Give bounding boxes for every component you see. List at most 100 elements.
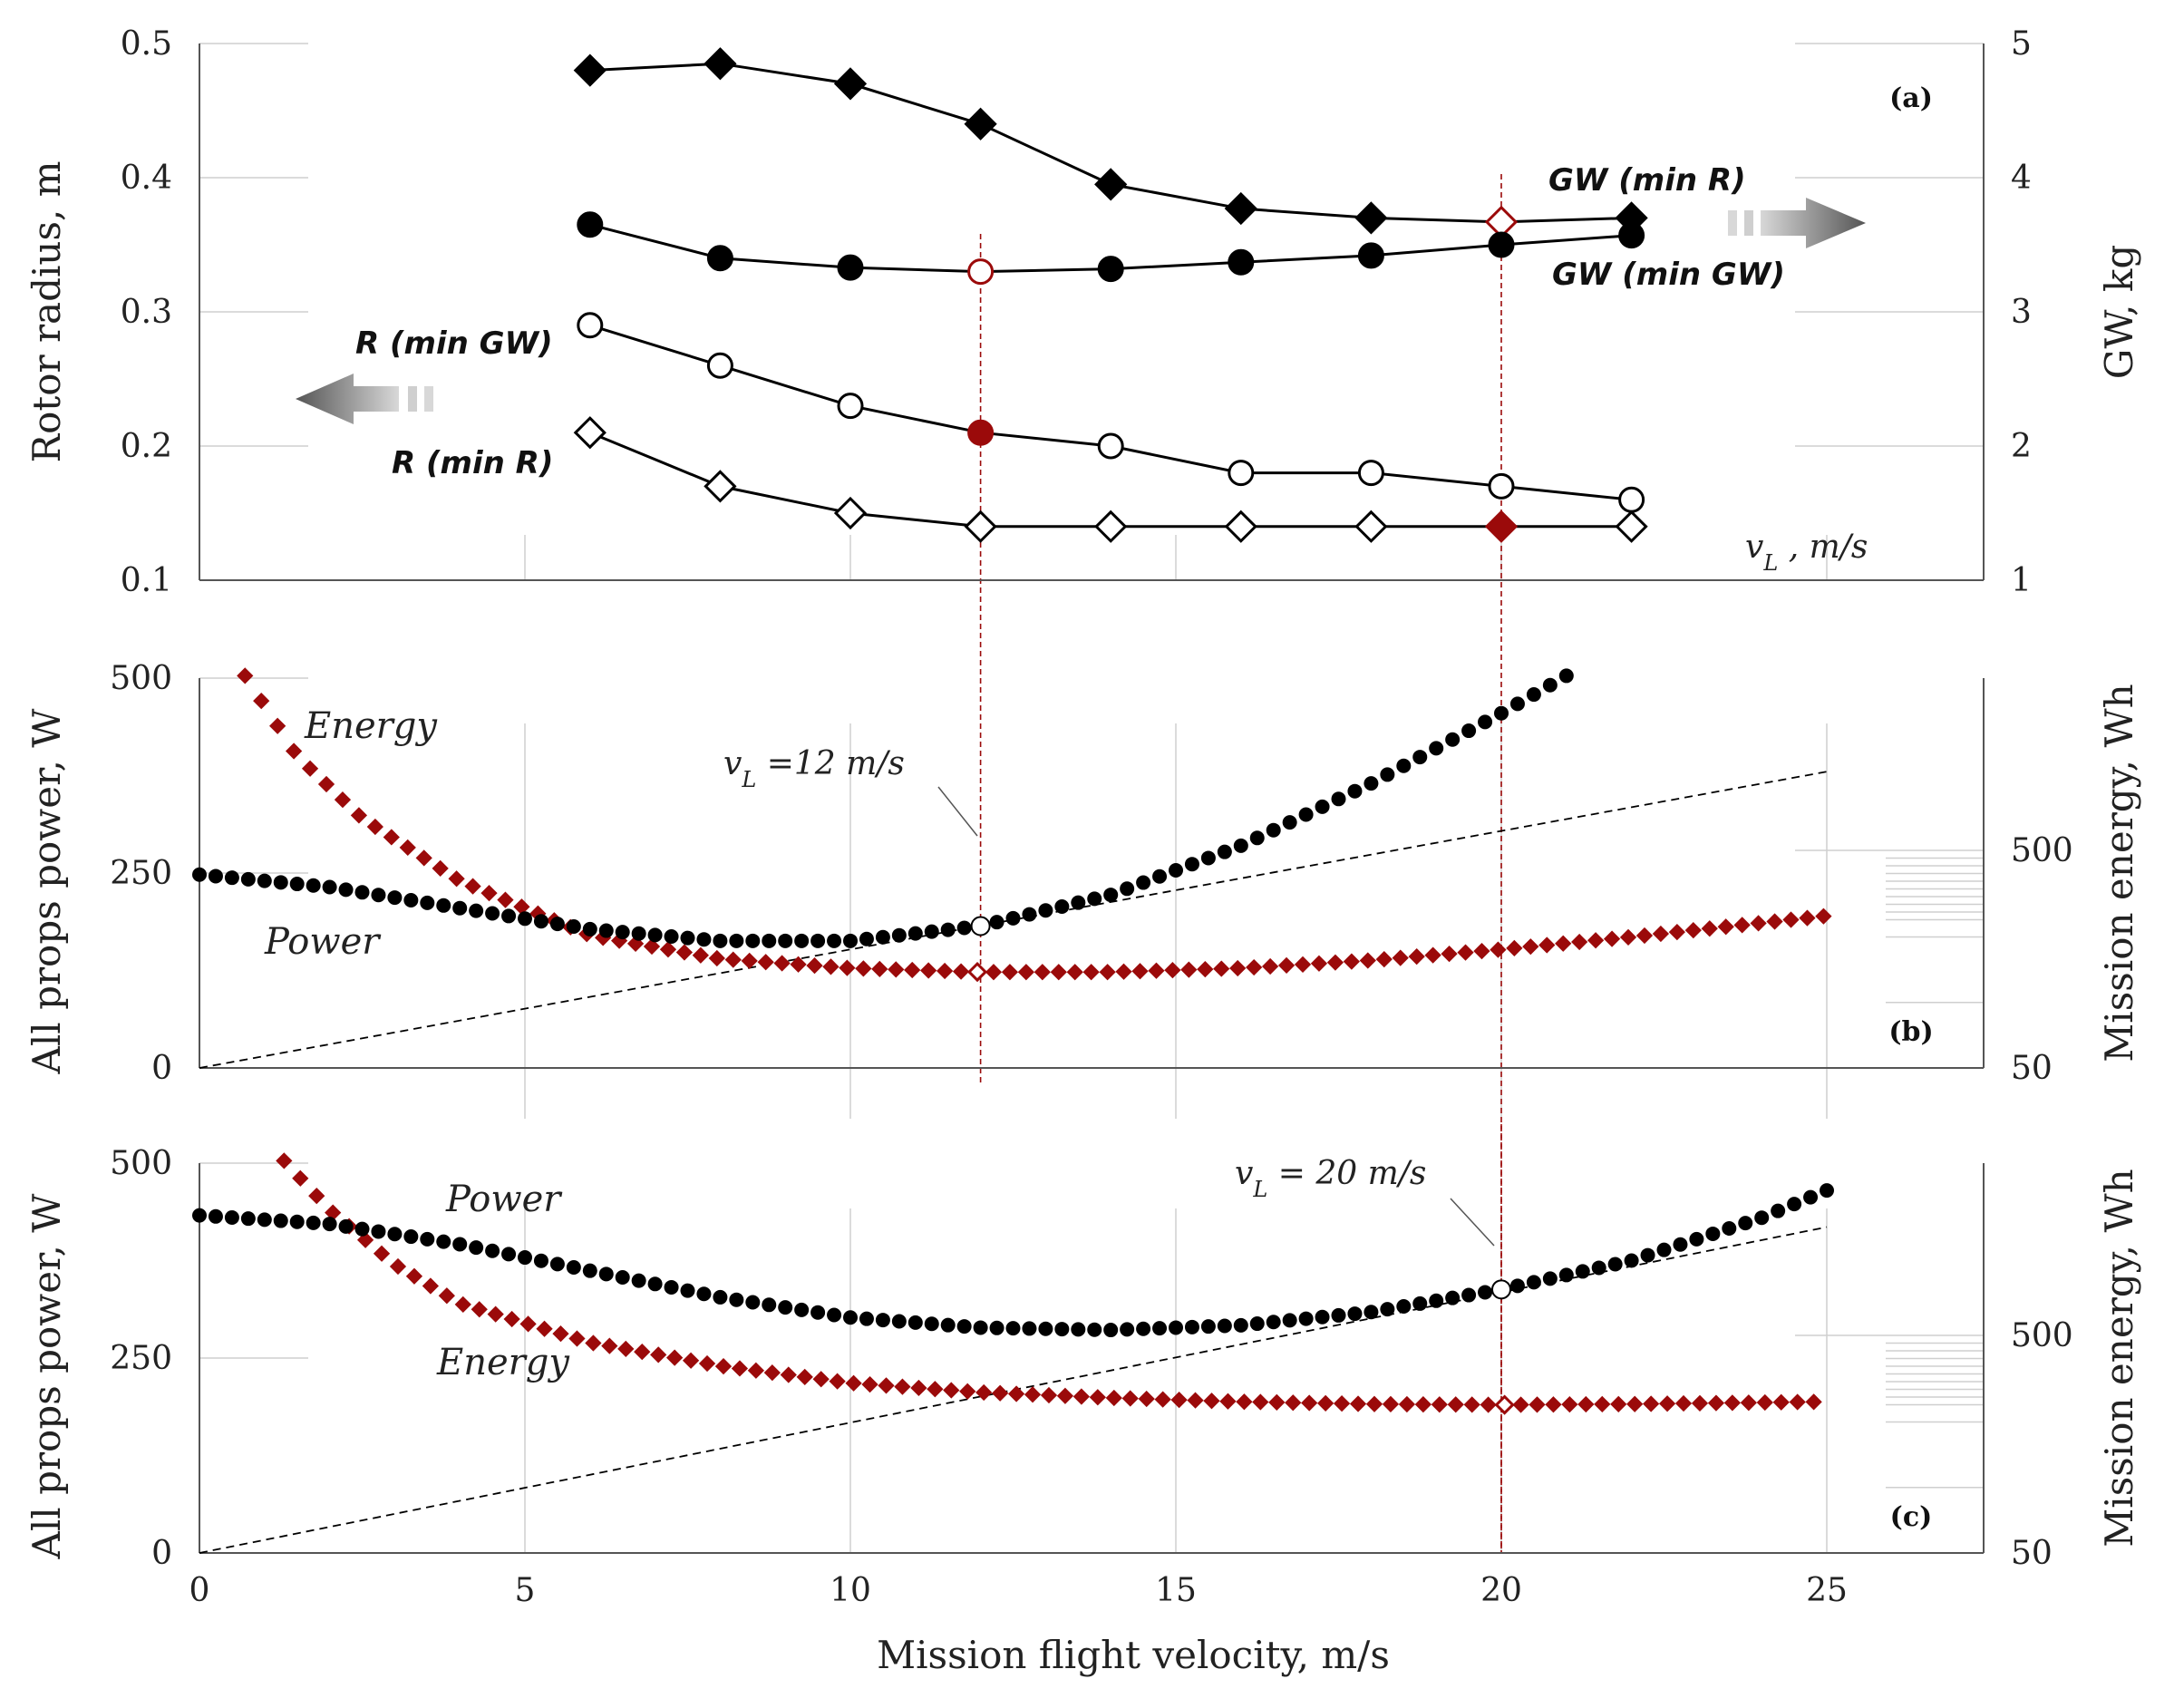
diamond-point <box>964 509 997 543</box>
power-point <box>518 1250 532 1266</box>
energy-point <box>464 878 481 895</box>
power-point <box>745 1295 761 1310</box>
energy-point <box>356 1231 374 1248</box>
power-point <box>696 1286 712 1302</box>
power-point <box>1429 1293 1444 1308</box>
energy-point <box>1072 1388 1091 1405</box>
energy-point <box>1082 964 1100 981</box>
power-point <box>208 869 223 884</box>
energy-point <box>480 885 498 902</box>
power-point <box>989 1320 1005 1335</box>
power-point <box>907 926 923 941</box>
energy-point <box>1789 1393 1806 1411</box>
panel-label: (a) <box>1889 82 1933 114</box>
energy-point <box>1285 1394 1302 1412</box>
power-point <box>956 1319 972 1334</box>
circle-point <box>1097 256 1124 283</box>
series-label-gw-min-r: GW (min R) <box>1548 162 1746 199</box>
diamond-point <box>1354 201 1388 235</box>
power-point <box>940 1317 956 1333</box>
power-point <box>1184 1319 1199 1334</box>
energy-point <box>1658 1395 1676 1412</box>
power-point <box>1364 776 1379 791</box>
diamond-point <box>833 496 868 530</box>
callout-label: vL = 20 m/s <box>1235 1155 1426 1202</box>
series-label-r-min-r: R (min R) <box>392 445 553 481</box>
circle-point <box>706 352 733 379</box>
circle-point <box>1618 486 1645 513</box>
power-point <box>875 1313 890 1328</box>
power-point <box>1005 1321 1021 1336</box>
energy-point <box>634 1343 651 1361</box>
energy-point <box>692 946 709 964</box>
power-point <box>240 1211 256 1227</box>
power-point <box>224 870 239 886</box>
y-axis-title: All props power, W <box>24 708 69 1075</box>
power-point <box>1184 857 1199 872</box>
energy-point <box>1326 954 1344 971</box>
energy-point <box>1707 1394 1725 1412</box>
diamond-point <box>573 53 607 87</box>
power-point <box>778 1300 793 1315</box>
power-point <box>1738 1216 1753 1231</box>
power-point <box>566 1260 581 1276</box>
power-point <box>1071 1322 1086 1337</box>
circle-point <box>706 245 733 272</box>
power-point <box>1266 822 1281 838</box>
energy-point <box>731 1360 749 1377</box>
energy-point <box>845 1374 862 1392</box>
power-point <box>1217 1318 1232 1334</box>
energy-point <box>1447 1396 1464 1413</box>
energy-point <box>536 1320 553 1337</box>
y2-tick-label: 50 <box>2011 1050 2053 1087</box>
power-point <box>1038 903 1053 918</box>
power-point <box>1347 1306 1363 1322</box>
energy-point <box>855 960 872 977</box>
power-point <box>1233 838 1248 853</box>
data-layer <box>192 47 1866 1554</box>
y-tick-label: 0 <box>151 1535 172 1572</box>
energy-point <box>334 791 352 809</box>
energy-point <box>1001 964 1019 981</box>
power-point <box>664 1279 679 1295</box>
energy-point <box>1050 964 1067 981</box>
power-point <box>1689 1231 1704 1247</box>
energy-point <box>366 818 383 836</box>
energy-point <box>1480 1396 1497 1413</box>
power-point <box>533 1253 548 1268</box>
energy-point <box>1310 955 1328 972</box>
energy-point <box>1359 952 1376 969</box>
energy-point <box>1154 1391 1171 1408</box>
power-point <box>647 927 663 943</box>
power-point <box>1591 1260 1606 1276</box>
power-point <box>582 1263 597 1278</box>
y2-axis-title: Mission energy, Wh <box>2097 1169 2141 1547</box>
power-point <box>273 1213 288 1228</box>
power-point <box>647 1276 663 1292</box>
power-point <box>1022 1321 1037 1336</box>
power-point <box>1152 1321 1168 1336</box>
diamond-point <box>704 470 737 503</box>
energy-point <box>773 955 791 972</box>
x-tick-label: 15 <box>1155 1572 1197 1609</box>
power-point <box>1054 1322 1070 1337</box>
circle-point <box>837 254 864 281</box>
energy-point <box>1626 1395 1644 1412</box>
y2-axis-title: GW, kg <box>2097 245 2141 379</box>
power-point <box>680 1283 695 1298</box>
energy-point <box>1138 1390 1155 1408</box>
power-point <box>208 1208 223 1224</box>
energy-point <box>1652 925 1670 943</box>
energy-point <box>308 1187 325 1205</box>
power-point <box>403 1229 419 1245</box>
energy-point <box>812 1371 830 1388</box>
energy-point <box>301 760 319 777</box>
power-point <box>501 908 517 924</box>
power-point <box>371 1224 386 1239</box>
energy-point <box>1766 913 1783 930</box>
power-point <box>1542 1271 1558 1286</box>
power-point <box>859 931 874 946</box>
power-point <box>810 1305 826 1320</box>
energy-point <box>1674 1394 1693 1412</box>
circle-point <box>1097 432 1124 460</box>
